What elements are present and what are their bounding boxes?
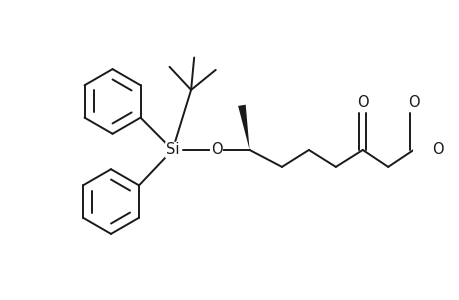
Polygon shape <box>238 105 249 150</box>
Text: O: O <box>407 95 419 110</box>
Text: O: O <box>431 142 443 158</box>
Text: O: O <box>356 95 368 110</box>
Text: Si: Si <box>166 142 179 158</box>
Text: O: O <box>210 142 222 158</box>
